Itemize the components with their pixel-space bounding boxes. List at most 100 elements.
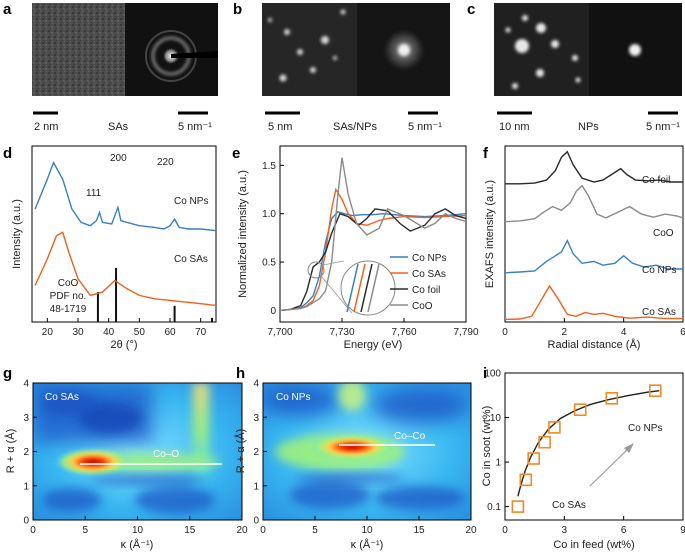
y-tick-0: 0 (270, 306, 276, 317)
x-tick-0: 0 (30, 525, 36, 536)
series-label-coo: CoO (653, 228, 674, 239)
caption-a: SAs (108, 121, 129, 133)
y-axis-label-g: R + α (Å) (4, 429, 17, 474)
peak-label-220: 220 (157, 157, 174, 168)
x-tick-7-790: 7,790 (453, 327, 478, 338)
y-tick-10: 10 (490, 413, 502, 424)
y-tick-2: 2 (23, 447, 29, 458)
axis-ticks-g: 0 5 10 15 20 0 1 2 3 4 (23, 379, 248, 537)
panel-b: b 5 nm SAs/NPs 5 nm⁻¹ (233, 1, 450, 133)
plot-frame (31, 145, 217, 323)
x-tick-7-760: 7,760 (391, 327, 416, 338)
y-tick-0: 0 (253, 516, 259, 527)
series-coo (279, 157, 467, 312)
data-point (519, 473, 533, 487)
panel-label-c: c (467, 1, 475, 18)
trend-arrow-head (624, 443, 634, 453)
panel-label-a: a (3, 1, 12, 18)
panel-d: d Intensity (a.u.) 2θ (°) 20 30 40 50 60 70 1… (3, 145, 217, 351)
x-axis-label-h: κ (Å⁻¹) (351, 538, 384, 551)
data-point (648, 384, 662, 398)
ref-label-coo: CoO (58, 278, 79, 289)
trend-arrow (589, 446, 631, 487)
ref-label-number: 48-1719 (50, 304, 87, 315)
y-tick-3: 3 (23, 413, 29, 424)
series-co-sas (279, 187, 467, 312)
y-tick-2: 2 (253, 447, 259, 458)
x-tick-6: 6 (621, 525, 627, 536)
y-tick-1: 1 (23, 481, 29, 492)
x-tick-7-730: 7,730 (329, 327, 354, 338)
series-label-co-sas: Co SAs (642, 307, 676, 318)
exafs-lines (504, 150, 684, 321)
y-tick-4: 4 (23, 379, 29, 390)
y-tick-4: 4 (253, 379, 259, 390)
series-co-nps (34, 160, 217, 232)
legend-e: Co NPs Co SAs Co foil CoO (390, 253, 446, 312)
x-tick-30: 30 (72, 327, 84, 338)
inset-co-foil (360, 263, 373, 313)
map-title-h: Co NPs (276, 392, 310, 403)
x-tick-10: 10 (361, 525, 373, 536)
x-axis-label-g: κ (Å⁻¹) (121, 538, 154, 551)
inset-coo (367, 263, 380, 313)
y-tick-1-5: 1.5 (262, 161, 276, 172)
x-tick-15: 15 (184, 525, 196, 536)
x-tick-10: 10 (132, 525, 144, 536)
legend-co-sas: Co SAs (412, 269, 446, 280)
panel-label-f: f (483, 145, 489, 162)
series-co-sas (504, 284, 683, 321)
legend-co-foil: Co foil (412, 285, 440, 296)
zoom-inset-lines (346, 263, 380, 313)
y-tick-1: 1 (253, 481, 259, 492)
x-tick-3: 3 (562, 525, 568, 536)
panel-label-i: i (483, 365, 487, 382)
y-axis-label-e: Normalized intensity (a.u.) (237, 170, 249, 298)
panel-label-d: d (3, 145, 12, 162)
panel-label-b: b (233, 1, 242, 18)
panel-label-e: e (232, 145, 240, 162)
bond-label-co-o: Co–O (153, 449, 179, 460)
inset-co-sas (353, 263, 366, 313)
inset-co-nps (346, 263, 359, 313)
x-tick-4: 4 (621, 327, 627, 338)
x-tick-70: 70 (195, 327, 207, 338)
y-tick-1: 1 (495, 458, 501, 469)
y-tick-100: 100 (484, 369, 501, 380)
scale-label-a1: 2 nm (34, 121, 58, 133)
x-tick-20: 20 (465, 525, 477, 536)
axis-ticks-i: 0 3 6 9 0.1 1 10 100 (484, 369, 685, 537)
scale-label-b2: 5 nm⁻¹ (408, 121, 442, 133)
fit-curve (517, 390, 660, 497)
scale-label-c2: 5 nm⁻¹ (646, 121, 680, 133)
y-axis-label-f: EXAFS intensity (a.u.) (484, 180, 496, 288)
plot-frame (504, 372, 684, 521)
y-tick-1-0: 1.0 (262, 209, 276, 220)
wavelet-map-co-sas (33, 383, 242, 520)
data-point (527, 452, 541, 465)
caption-b: SAs/NPs (333, 121, 378, 133)
map-title-g: Co SAs (45, 392, 79, 403)
scale-label-c1: 10 nm (499, 121, 530, 133)
axis-ticks-e: 7,700 7,730 7,760 7,790 0 0.5 1.0 1.5 (262, 161, 479, 338)
x-tick-6: 6 (680, 327, 685, 338)
scale-label-b1: 5 nm (268, 121, 292, 133)
plot-frame (279, 145, 467, 323)
series-label-co-nps: Co NPs (642, 265, 676, 276)
arrow-label-co-nps: Co NPs (628, 423, 662, 434)
x-tick-60: 60 (164, 327, 176, 338)
data-points (511, 384, 662, 513)
x-tick-5: 5 (312, 525, 318, 536)
tem-image-sas (32, 3, 125, 96)
x-axis-label-d: 2θ (°) (110, 339, 137, 351)
plot-frame (504, 145, 684, 323)
y-axis-label-i: Co in soot (wt%) (481, 406, 493, 487)
legend-co-nps: Co NPs (412, 253, 446, 264)
series-co-sas (34, 231, 217, 307)
x-tick-0: 0 (502, 525, 508, 536)
haadf-image-nps (494, 3, 589, 96)
data-point (605, 391, 619, 405)
legend-coo: CoO (412, 301, 433, 312)
panel-h: h Co NPs Co–Co R + α (Å) κ (Å⁻¹) 0 5 10 15 2… (234, 365, 477, 551)
x-ticks-f: 0 2 4 6 (502, 318, 685, 338)
